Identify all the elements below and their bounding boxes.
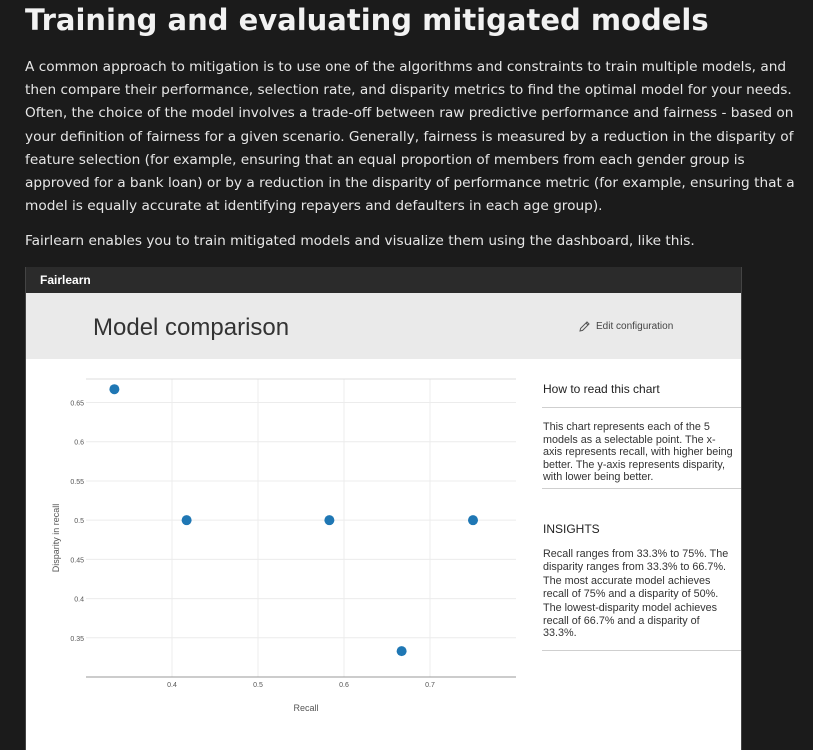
y-tick-label: 0.45 <box>70 557 84 564</box>
x-tick-label: 0.7 <box>425 682 435 689</box>
model-comparison-title: Model comparison <box>93 314 290 341</box>
insight-item: The lowest-disparity model achieves reca… <box>543 602 718 640</box>
sidebar-divider <box>542 650 741 651</box>
y-tick-label: 0.55 <box>70 479 84 486</box>
dashboard-screenshot: Fairlearn Model comparison Edit configur… <box>25 267 742 750</box>
x-tick-label: 0.5 <box>253 682 263 689</box>
model-point[interactable] <box>468 515 478 526</box>
insight-item: Recall ranges from 33.3% to 75%. The dis… <box>543 548 729 573</box>
model-point[interactable] <box>396 646 407 657</box>
y-tick-label: 0.4 <box>74 597 84 604</box>
y-tick-label: 0.35 <box>70 636 84 643</box>
how-to-read-text: This chart represents each of the 5 mode… <box>543 421 733 484</box>
sidebar-divider <box>542 488 741 489</box>
edit-configuration-button[interactable]: Edit configuration <box>578 320 673 333</box>
pencil-icon <box>579 321 590 332</box>
sidebar-divider <box>542 407 741 408</box>
model-point[interactable] <box>181 515 192 526</box>
model-point[interactable] <box>109 384 120 395</box>
edit-configuration-label: Edit configuration <box>596 321 674 332</box>
dashboard-header: Model comparison Edit configuration <box>26 293 741 359</box>
model-point[interactable] <box>324 515 335 526</box>
model-comparison-scatter-chart: 0.35 0.4 0.45 0.5 0.55 0.6 0.65 0.4 0.5 0.6 0.7 Rec… <box>51 378 516 713</box>
page-title: Training and evaluating mitigated models <box>25 3 709 37</box>
insights-heading: INSIGHTS <box>543 522 600 536</box>
y-axis-label: Disparity in recall <box>51 504 61 573</box>
dashboard-paragraph: Fairlearn enables you to train mitigated… <box>25 233 695 249</box>
intro-paragraph: A common approach to mitigation is to us… <box>25 59 795 215</box>
x-axis-label: Recall <box>293 703 318 713</box>
insight-item: The most accurate model achieves recall … <box>543 575 719 600</box>
x-tick-label: 0.4 <box>167 682 177 689</box>
x-tick-label: 0.6 <box>339 682 349 689</box>
y-tick-label: 0.6 <box>74 440 84 447</box>
dashboard-topbar: Fairlearn <box>26 267 741 294</box>
y-tick-label: 0.5 <box>74 518 84 525</box>
brand-label: Fairlearn <box>40 273 91 287</box>
y-tick-label: 0.65 <box>70 401 84 408</box>
how-to-read-heading: How to read this chart <box>543 382 660 396</box>
